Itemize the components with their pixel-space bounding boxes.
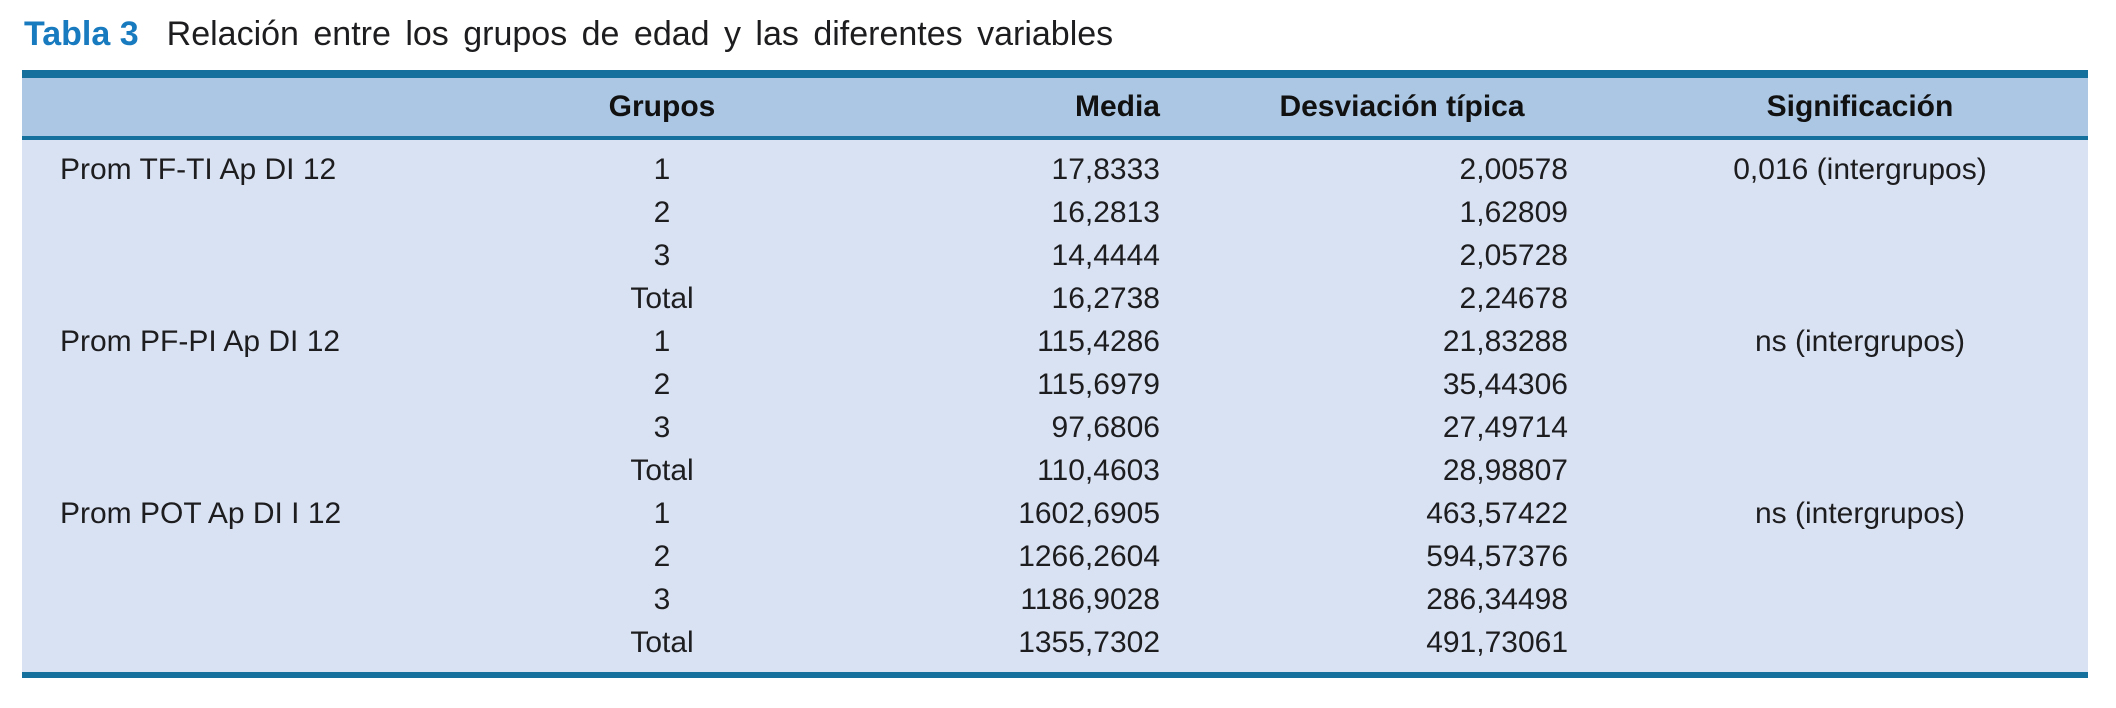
media-cell: 14,4444 — [882, 234, 1172, 277]
grupo-cell: 3 — [442, 406, 882, 449]
media-cell: 115,6979 — [882, 363, 1172, 406]
table-caption-label: Tabla 3 — [24, 15, 139, 53]
table-row: 2 1266,2604 594,57376 — [22, 535, 2088, 578]
media-cell: 16,2738 — [882, 277, 1172, 320]
media-cell: 97,6806 — [882, 406, 1172, 449]
variable-cell — [22, 449, 442, 492]
variable-cell: Prom TF-TI Ap DI 12 — [22, 138, 442, 191]
grupo-cell: Total — [442, 621, 882, 675]
media-cell: 110,4603 — [882, 449, 1172, 492]
sd-cell: 27,49714 — [1172, 406, 1632, 449]
table-row: 3 1186,9028 286,34498 — [22, 578, 2088, 621]
significacion-cell — [1632, 578, 2088, 621]
sd-cell: 286,34498 — [1172, 578, 1632, 621]
table-row: 2 16,2813 1,62809 — [22, 191, 2088, 234]
variable-cell — [22, 621, 442, 675]
media-cell: 115,4286 — [882, 320, 1172, 363]
sd-cell: 21,83288 — [1172, 320, 1632, 363]
variable-cell — [22, 535, 442, 578]
variable-cell — [22, 277, 442, 320]
table-row: 2 115,6979 35,44306 — [22, 363, 2088, 406]
col-header-significacion: Significación — [1632, 74, 2088, 140]
significacion-cell — [1632, 363, 2088, 406]
sd-cell: 2,00578 — [1172, 138, 1632, 191]
page: Tabla 3 Relación entre los grupos de edad… — [22, 12, 2116, 678]
significacion-cell — [1632, 406, 2088, 449]
significacion-cell: ns (intergrupos) — [1632, 492, 2088, 535]
grupo-cell: 3 — [442, 578, 882, 621]
sd-cell: 463,57422 — [1172, 492, 1632, 535]
grupo-cell: Total — [442, 449, 882, 492]
header-row: Grupos Media Desviación típica Significa… — [22, 74, 2088, 140]
variable-cell: Prom POT Ap DI I 12 — [22, 492, 442, 535]
table-row: Prom POT Ap DI I 12 1 1602,6905 463,5742… — [22, 492, 2088, 535]
data-table: Grupos Media Desviación típica Significa… — [22, 70, 2088, 678]
variable-cell — [22, 363, 442, 406]
significacion-cell — [1632, 535, 2088, 578]
table-row: Prom PF-PI Ap DI 12 1 115,4286 21,83288 … — [22, 320, 2088, 363]
sd-cell: 2,05728 — [1172, 234, 1632, 277]
media-cell: 1266,2604 — [882, 535, 1172, 578]
variable-cell: Prom PF-PI Ap DI 12 — [22, 320, 442, 363]
grupo-cell: 2 — [442, 191, 882, 234]
variable-cell — [22, 578, 442, 621]
significacion-cell — [1632, 191, 2088, 234]
grupo-cell: 1 — [442, 320, 882, 363]
col-header-variable — [22, 74, 442, 140]
table-row: Prom TF-TI Ap DI 12 1 17,8333 2,00578 0,… — [22, 138, 2088, 191]
grupo-cell: 1 — [442, 138, 882, 191]
significacion-cell — [1632, 449, 2088, 492]
grupo-cell: 2 — [442, 535, 882, 578]
grupo-cell: 1 — [442, 492, 882, 535]
significacion-cell — [1632, 621, 2088, 675]
table-row: 3 14,4444 2,05728 — [22, 234, 2088, 277]
significacion-cell: 0,016 (intergrupos) — [1632, 138, 2088, 191]
media-cell: 16,2813 — [882, 191, 1172, 234]
sd-cell: 491,73061 — [1172, 621, 1632, 675]
col-header-desviacion-tipica: Desviación típica — [1172, 74, 1632, 140]
sd-cell: 1,62809 — [1172, 191, 1632, 234]
col-header-grupos: Grupos — [442, 74, 882, 140]
media-cell: 17,8333 — [882, 138, 1172, 191]
table-caption: Tabla 3 Relación entre los grupos de edad… — [24, 12, 2116, 56]
sd-cell: 2,24678 — [1172, 277, 1632, 320]
table-caption-text: Relación entre los grupos de edad y las … — [166, 15, 1114, 53]
variable-cell — [22, 406, 442, 449]
table-row: Total 16,2738 2,24678 — [22, 277, 2088, 320]
sd-cell: 594,57376 — [1172, 535, 1632, 578]
media-cell: 1602,6905 — [882, 492, 1172, 535]
significacion-cell — [1632, 234, 2088, 277]
significacion-cell: ns (intergrupos) — [1632, 320, 2088, 363]
media-cell: 1186,9028 — [882, 578, 1172, 621]
table-row: Total 110,4603 28,98807 — [22, 449, 2088, 492]
table-row: Total 1355,7302 491,73061 — [22, 621, 2088, 675]
media-cell: 1355,7302 — [882, 621, 1172, 675]
table-row: 3 97,6806 27,49714 — [22, 406, 2088, 449]
variable-cell — [22, 191, 442, 234]
col-header-media: Media — [882, 74, 1172, 140]
grupo-cell: 2 — [442, 363, 882, 406]
sd-cell: 35,44306 — [1172, 363, 1632, 406]
sd-cell: 28,98807 — [1172, 449, 1632, 492]
variable-cell — [22, 234, 442, 277]
grupo-cell: 3 — [442, 234, 882, 277]
grupo-cell: Total — [442, 277, 882, 320]
significacion-cell — [1632, 277, 2088, 320]
